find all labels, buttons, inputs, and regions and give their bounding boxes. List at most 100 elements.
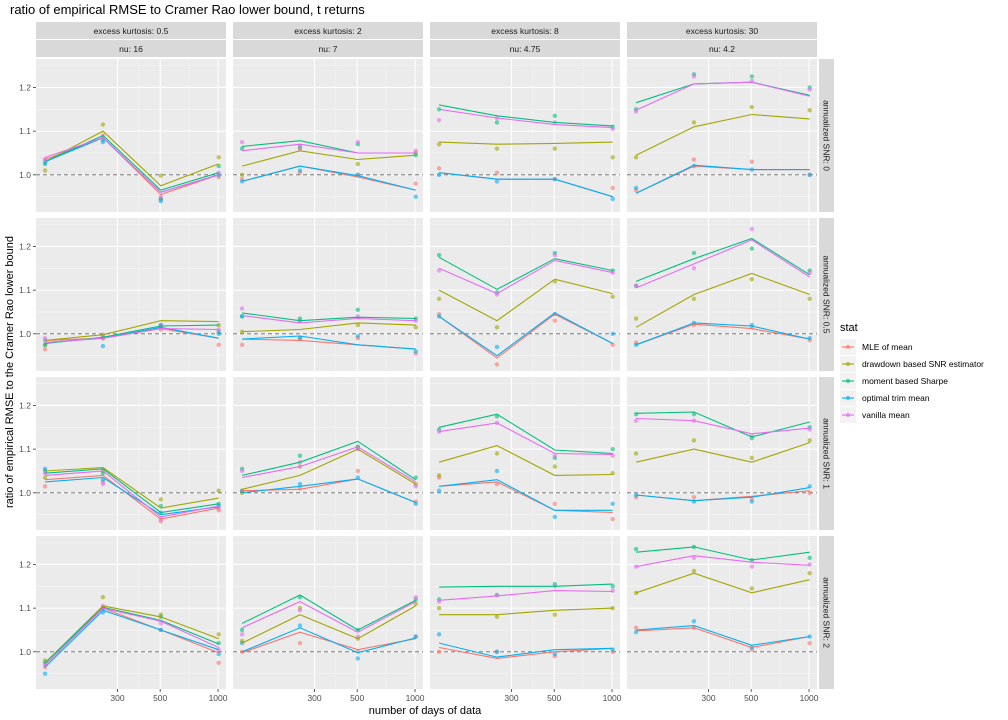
strip-background: [819, 536, 834, 689]
data-point-mom: [413, 152, 418, 158]
data-point-van: [355, 314, 361, 319]
data-point-otm: [216, 651, 221, 657]
series-line-otm: [636, 487, 810, 502]
data-point-mom: [552, 113, 558, 119]
data-point-otm: [413, 349, 418, 354]
series-line-mle: [439, 481, 613, 514]
data-point-dd: [749, 586, 755, 591]
series-line-dd: [439, 607, 613, 616]
data-point-van: [239, 139, 245, 145]
panel-r2-c1: [36, 218, 226, 371]
data-point-mle: [552, 318, 558, 323]
data-point-mom: [691, 411, 697, 417]
data-point-mom: [216, 163, 221, 169]
panel-background: [430, 377, 620, 530]
strip-label-nu: nu: 4.75: [510, 44, 541, 54]
data-point-dd: [100, 595, 106, 600]
data-point-mom: [436, 107, 442, 112]
data-point-otm: [239, 314, 245, 319]
data-point-dd: [494, 325, 500, 330]
data-point-dd: [216, 322, 221, 328]
legend: stat MLE of mean drawdown based SNR estim…: [840, 322, 984, 423]
data-point-dd: [633, 590, 639, 596]
data-point-otm: [494, 344, 500, 350]
panel-r1-c4: [627, 59, 817, 212]
series-line-dd: [635, 272, 810, 328]
series-line-mom: [636, 546, 810, 561]
data-point-otm: [691, 619, 697, 624]
data-point-dd: [158, 173, 164, 178]
data-point-dd: [42, 475, 48, 480]
data-point-dd: [749, 104, 755, 110]
strip-background: [233, 22, 423, 39]
series-line-van: [241, 446, 416, 483]
series-line-van: [636, 417, 810, 435]
data-point-dd: [807, 438, 812, 443]
data-point-otm: [807, 172, 812, 178]
series-line-otm: [439, 172, 613, 198]
data-point-dd: [216, 155, 221, 160]
data-point-mle: [413, 181, 418, 186]
data-point-mle: [610, 342, 615, 347]
data-point-mle: [610, 185, 615, 191]
data-point-dd: [216, 488, 221, 493]
series-line-otm: [439, 479, 613, 511]
data-point-van: [297, 146, 303, 151]
y-tick-label: 1.1: [19, 444, 31, 454]
data-point-dd: [494, 451, 500, 456]
data-point-dd: [436, 142, 442, 147]
strip-label-snr: annualized SNR: 1: [822, 418, 832, 489]
column-strip-3: excess kurtosis: 8 nu: 4.75: [430, 22, 620, 57]
data-point-otm: [436, 488, 442, 493]
strip-label-kurtosis: excess kurtosis: 8: [491, 26, 559, 36]
panel-r4-c3: [430, 536, 620, 689]
panel-r3-c1: [36, 377, 226, 530]
series-line-mle: [438, 646, 613, 659]
series-line-dd: [241, 448, 416, 490]
legend-key-point: [845, 412, 851, 418]
row-strip-2: annualized SNR: 0.5: [819, 218, 834, 371]
chart-title: ratio of empirical RMSE to Cramer Rao lo…: [10, 2, 365, 17]
data-point-van: [436, 429, 442, 434]
data-point-otm: [239, 640, 245, 646]
data-point-otm: [355, 656, 361, 661]
data-point-mle: [807, 490, 812, 496]
data-point-otm: [413, 501, 418, 506]
data-point-van: [749, 226, 755, 232]
data-point-dd: [42, 168, 48, 173]
data-point-otm: [297, 336, 303, 341]
strip-label-kurtosis: excess kurtosis: 30: [686, 26, 759, 36]
data-point-van: [552, 252, 558, 258]
panel-r4-c4: [627, 536, 817, 689]
x-tick-label: 500: [547, 693, 561, 703]
data-point-dd: [807, 570, 812, 576]
legend-key-point: [845, 361, 851, 367]
series-line-otm: [45, 476, 219, 516]
data-point-mom: [239, 627, 245, 633]
data-point-mle: [216, 660, 221, 665]
strip-label-kurtosis: excess kurtosis: 2: [294, 26, 362, 36]
data-point-mom: [749, 74, 755, 79]
data-point-dd: [355, 322, 361, 328]
x-tick-label: 500: [153, 693, 167, 703]
data-point-van: [633, 109, 639, 114]
data-point-otm: [42, 466, 48, 471]
series-line-van: [44, 607, 219, 666]
column-strip-2: excess kurtosis: 2 nu: 7: [233, 22, 423, 57]
data-point-van: [749, 564, 755, 569]
data-point-mom: [216, 640, 221, 646]
series-line-mle: [241, 631, 416, 654]
y-axis-label: ratio of empirical RMSE to the Cramer Ra…: [4, 236, 16, 508]
data-point-van: [239, 632, 245, 637]
series-line-mom: [44, 134, 219, 191]
x-tick-label: 300: [307, 693, 321, 703]
series-line-dd: [45, 320, 219, 341]
data-point-van: [100, 481, 106, 487]
data-point-mom: [633, 411, 639, 417]
series-line-otm: [242, 335, 416, 350]
panel-background: [233, 218, 423, 371]
series-line-van: [439, 422, 613, 455]
data-point-mom: [494, 120, 500, 125]
data-point-van: [413, 595, 418, 600]
